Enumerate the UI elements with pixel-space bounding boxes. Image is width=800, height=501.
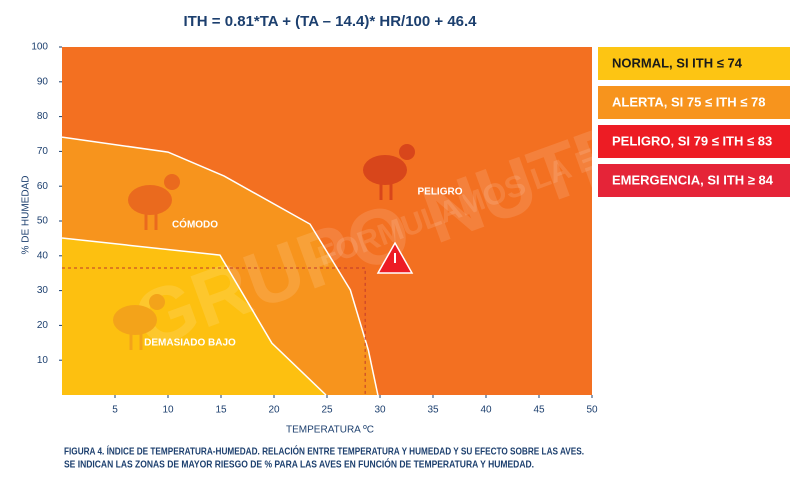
hen-icon (149, 294, 165, 310)
legend-swatch (598, 47, 790, 80)
hen-icon (128, 185, 172, 215)
hen-icon (113, 305, 157, 335)
hen-icon (164, 174, 180, 190)
y-axis-label: % DE HUMEDAD (21, 176, 32, 255)
legend-swatch (598, 164, 790, 197)
hen-icon (363, 155, 407, 185)
y-tick-label: 80 (37, 111, 49, 122)
caption: FIGURA 4. ÍNDICE DE TEMPERATURA-HUMEDAD.… (64, 445, 584, 458)
y-tick-label: 60 (37, 181, 49, 192)
zone-label: CÓMODO (172, 218, 218, 231)
x-tick-label: 45 (533, 405, 545, 416)
y-tick-label: 50 (37, 216, 49, 227)
legend-label: PELIGRO, SI 79 ≤ ITH ≤ 83 (612, 133, 772, 148)
y-tick-label: 100 (31, 42, 48, 53)
legend-label: NORMAL, SI ITH ≤ 74 (612, 55, 743, 70)
x-tick-label: 25 (321, 405, 333, 416)
x-tick-label: 20 (268, 405, 280, 416)
y-tick-label: 70 (37, 146, 49, 157)
legend-label: ALERTA, SI 75 ≤ ITH ≤ 78 (612, 94, 765, 109)
y-tick-label: 10 (37, 355, 49, 366)
chart-title: ITH = 0.81*TA + (TA – 14.4)* HR/100 + 46… (183, 13, 477, 30)
x-tick-label: 35 (427, 405, 439, 416)
x-tick-label: 5 (112, 405, 118, 416)
legend-swatch (598, 125, 790, 158)
zone-label: PELIGRO (417, 187, 462, 198)
y-tick-label: 90 (37, 76, 49, 87)
legend-swatch (598, 86, 790, 119)
legend-label: EMERGENCIA, SI ITH ≥ 84 (612, 172, 774, 187)
warning-icon (394, 253, 396, 263)
x-tick-label: 15 (215, 405, 227, 416)
x-tick-label: 30 (374, 405, 386, 416)
x-tick-label: 40 (480, 405, 492, 416)
caption: SE INDICAN LAS ZONAS DE MAYOR RIESGO DE … (64, 458, 534, 471)
x-axis-label: TEMPERATURA ºC (286, 425, 374, 436)
x-tick-label: 50 (586, 405, 598, 416)
x-tick-label: 10 (162, 405, 174, 416)
y-tick-label: 20 (37, 320, 49, 331)
zone (62, 238, 326, 395)
hen-icon (399, 144, 415, 160)
y-tick-label: 30 (37, 285, 49, 296)
y-tick-label: 40 (37, 250, 49, 261)
zone-boundary (61, 237, 327, 396)
zone-boundary (61, 136, 379, 396)
zone-label: DEMASIADO BAJO (144, 338, 236, 349)
